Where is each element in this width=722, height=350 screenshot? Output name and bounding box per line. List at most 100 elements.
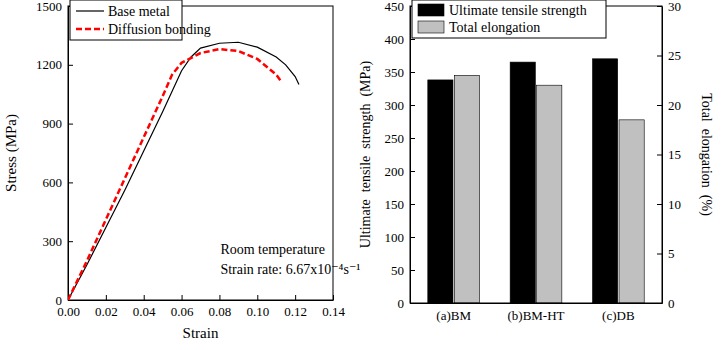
tick-mark (410, 204, 415, 205)
tick-mark (182, 295, 183, 300)
legend: Ultimate tensile strength Total elongatio… (412, 0, 606, 38)
legend-swatch (418, 4, 444, 16)
tick-mark (657, 155, 662, 156)
tick-mark (257, 295, 258, 300)
legend-label: Base metal (108, 4, 170, 19)
tick-label: 0.10 (246, 304, 269, 319)
legend-label: Ultimate tensile strength (449, 3, 587, 18)
legend-swatch (418, 21, 444, 33)
tick-mark (219, 295, 220, 300)
tick-label: 0.08 (209, 304, 232, 319)
tick-mark (657, 204, 662, 205)
y-axis-title: Stress (MPa) (3, 114, 20, 192)
plot-frame (410, 6, 662, 303)
tick-label: 350 (385, 65, 405, 80)
tick: 0.14 (322, 295, 345, 319)
y-axis-title: Ultimate tensile strength (MPa) (358, 60, 374, 248)
bar (428, 80, 453, 303)
tick-mark (657, 105, 662, 106)
tick-mark (410, 171, 415, 172)
tick-label: (a)BM (436, 308, 471, 323)
tick-label: (c)DB (602, 308, 635, 323)
x-axis: 0.000.020.040.060.080.100.120.14 (57, 295, 345, 319)
x-axis: (a)BM (b)BM-HT (c)DB (411, 303, 663, 323)
tick-label: 300 (385, 98, 405, 113)
tick: 1500 (36, 0, 73, 14)
plot-area (428, 59, 644, 303)
tick-label: 5 (668, 246, 675, 261)
bar (454, 75, 479, 303)
y-axis: 0 300 600 900 1200 1500 (36, 0, 73, 308)
tick-label: 400 (385, 32, 405, 47)
legend-swatch (76, 10, 104, 11)
tick: 15 (657, 147, 681, 162)
tick: 0.02 (95, 295, 118, 319)
tick: 1200 (36, 57, 73, 72)
tick-mark (68, 65, 73, 66)
tick: 0.06 (171, 295, 194, 319)
tick: 25 (657, 48, 681, 63)
annotation: Strain rate: 6.67x10⁻⁴s⁻¹ (220, 262, 360, 277)
tick: (a)BM (436, 303, 471, 323)
tick-label: 300 (43, 234, 63, 249)
tick: 0.04 (133, 295, 156, 319)
tick-label: 20 (668, 98, 681, 113)
tick-mark (410, 72, 415, 73)
tick-label: 150 (385, 197, 405, 212)
tick: 50 (391, 263, 415, 278)
legend-box (412, 0, 606, 38)
tick-mark (144, 295, 145, 300)
plot-frame (68, 6, 333, 300)
tick-mark (106, 295, 107, 300)
tick: 0.12 (284, 295, 307, 319)
tick-label: 100 (385, 230, 405, 245)
tick-label: 10 (668, 197, 681, 212)
tick-label: 900 (43, 116, 63, 131)
tick: 20 (657, 98, 681, 113)
tick-mark (657, 254, 662, 255)
tick-label: 0 (398, 296, 405, 311)
legend-swatch (76, 28, 104, 31)
legend-label: Total elongation (449, 20, 540, 35)
tick-mark (410, 39, 415, 40)
tick-mark (68, 182, 73, 183)
tick-label: 30 (668, 0, 681, 14)
tick-label: 15 (668, 147, 681, 162)
bar (619, 120, 644, 303)
tick-mark (410, 270, 415, 271)
tick-label: 200 (385, 164, 405, 179)
tick-label: 0 (668, 296, 675, 311)
tick-label: 25 (668, 48, 681, 63)
tick-label: 50 (391, 263, 404, 278)
tick-label: 600 (43, 175, 63, 190)
tick-label: 0.14 (322, 304, 345, 319)
tick: 5 (657, 246, 675, 261)
legend-label: Diffusion bonding (108, 22, 211, 37)
tick-label: 1200 (36, 57, 62, 72)
tick: 10 (657, 197, 681, 212)
tick-mark (410, 138, 415, 139)
tick: 30 (657, 0, 681, 14)
tick: 0.10 (246, 295, 269, 319)
tick-mark (410, 105, 415, 106)
tick-label: (b)BM-HT (507, 308, 564, 323)
tick-mark (295, 295, 296, 300)
tick-label: 450 (385, 0, 405, 14)
x-axis-title: Strain (183, 325, 219, 341)
tick: (b)BM-HT (507, 303, 564, 323)
tick: (c)DB (602, 303, 635, 323)
bar (510, 62, 535, 303)
tick-label: 0.04 (133, 304, 156, 319)
bar (537, 85, 562, 303)
tick-label: 0.02 (95, 304, 118, 319)
legend: Base metal Diffusion bonding (70, 0, 211, 40)
tick-label: 1500 (36, 0, 62, 14)
bar (593, 59, 618, 303)
tick: 0.08 (209, 295, 232, 319)
tick-label: 0 (56, 293, 63, 308)
tick-label: 250 (385, 131, 405, 146)
annotation: Room temperature (220, 242, 325, 257)
y2-axis-title: Total elongation (%) (698, 93, 714, 216)
tick-mark (657, 56, 662, 57)
tick-mark (410, 237, 415, 238)
